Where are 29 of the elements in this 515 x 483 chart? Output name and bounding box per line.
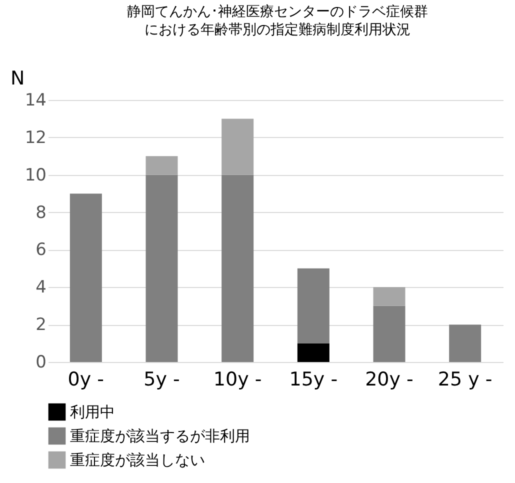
x-tick-label: 25 y -: [438, 368, 492, 390]
y-tick-label: 0: [36, 352, 46, 372]
legend-label: 利用中: [70, 403, 115, 421]
x-tick-label: 10y -: [213, 368, 262, 390]
bar: [449, 324, 482, 362]
legend-label: 重症度が該当するが非利用: [70, 427, 250, 445]
bar: [373, 306, 406, 362]
chart-title: 静岡てんかん･神経医療センターのドラベ症候群における年齢帯別の指定難病制度利用状況: [126, 4, 429, 39]
y-tick-label: 10: [24, 165, 46, 186]
y-tick-label: 6: [36, 240, 46, 260]
bar: [146, 156, 178, 175]
bar: [146, 174, 178, 362]
bar: [297, 343, 330, 362]
bar: [297, 268, 330, 344]
y-tick-label: 4: [36, 278, 46, 298]
x-tick-label: 15y -: [289, 368, 338, 390]
y-tick-label: 14: [24, 90, 46, 110]
legend-label: 重症度が該当しない: [70, 451, 205, 469]
bar: [373, 287, 406, 306]
y-axis-title: N: [10, 68, 25, 90]
bar: [222, 174, 254, 362]
x-tick-label: 5y -: [144, 368, 180, 390]
y-tick-label: 2: [36, 315, 46, 336]
y-tick-label: 8: [36, 202, 46, 223]
x-tick-label: 20y -: [365, 368, 414, 390]
x-tick-label: 0y -: [68, 368, 104, 390]
bar: [70, 194, 102, 362]
y-tick-label: 12: [24, 128, 46, 148]
bar: [222, 118, 254, 175]
